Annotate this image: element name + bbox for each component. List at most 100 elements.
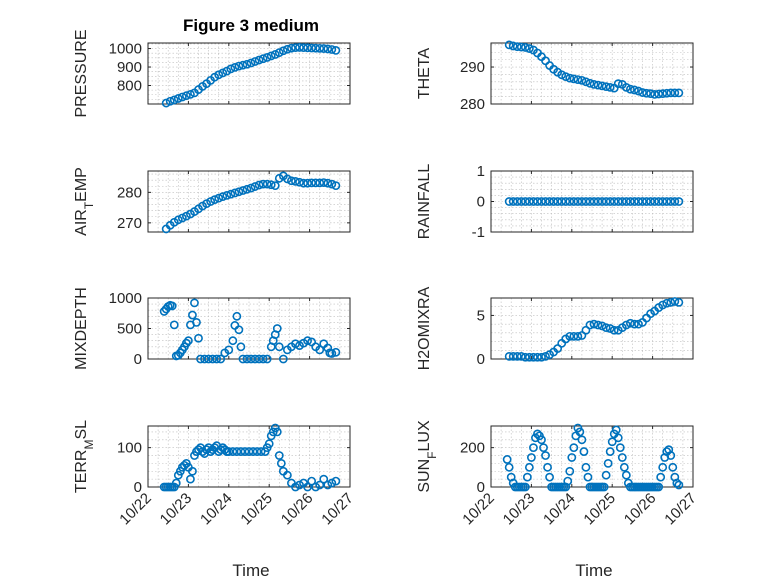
data-point xyxy=(194,333,203,343)
y-tick-label: 1 xyxy=(477,163,485,180)
data-point xyxy=(238,186,248,195)
data-point xyxy=(619,462,629,472)
data-point xyxy=(674,88,684,98)
data-point xyxy=(224,345,234,355)
data-point xyxy=(181,338,191,348)
data-point xyxy=(533,429,542,439)
data-point xyxy=(331,476,341,486)
data-point xyxy=(315,178,325,188)
data-point xyxy=(262,53,272,62)
y-axis-label: TERRMSL xyxy=(73,420,96,493)
data-point xyxy=(303,43,312,53)
data-point xyxy=(634,86,643,96)
data-point xyxy=(291,339,300,349)
data-point xyxy=(331,347,341,357)
data-point xyxy=(597,321,607,331)
y-tick-label: 900 xyxy=(117,59,142,76)
data-point xyxy=(232,447,242,456)
data-point xyxy=(246,183,256,193)
data-point xyxy=(581,462,591,472)
data-point xyxy=(529,197,538,206)
data-point xyxy=(573,75,583,84)
data-point xyxy=(520,197,530,206)
data-point xyxy=(666,297,676,307)
data-point xyxy=(238,354,248,364)
data-point xyxy=(605,324,615,333)
data-point xyxy=(524,462,534,472)
data-point xyxy=(165,96,175,106)
data-point xyxy=(674,480,684,490)
data-point xyxy=(278,354,288,364)
data-point xyxy=(315,480,325,490)
data-point xyxy=(327,45,337,54)
data-point xyxy=(177,92,187,102)
data-point xyxy=(224,447,234,456)
data-point xyxy=(331,45,341,55)
data-point xyxy=(274,48,284,58)
data-point xyxy=(581,77,591,87)
data-point xyxy=(206,197,216,206)
data-point xyxy=(244,447,254,456)
data-point xyxy=(274,342,284,352)
data-point xyxy=(323,178,333,188)
data-point xyxy=(569,197,579,206)
data-point xyxy=(654,89,664,99)
data-point xyxy=(557,70,567,80)
data-point xyxy=(524,197,534,206)
data-point xyxy=(186,89,195,99)
y-tick-label: 280 xyxy=(460,96,485,113)
data-point xyxy=(214,193,224,203)
data-point xyxy=(549,197,559,206)
data-point xyxy=(621,320,631,330)
data-point xyxy=(250,182,260,191)
data-point xyxy=(569,443,579,453)
data-point xyxy=(674,297,684,307)
data-point xyxy=(276,458,286,468)
data-point xyxy=(593,320,603,330)
data-point xyxy=(575,427,585,437)
data-point xyxy=(601,82,611,92)
data-point xyxy=(666,88,676,98)
y-axis-label: PRESSURE xyxy=(73,29,90,117)
data-point xyxy=(323,343,333,353)
data-point xyxy=(240,447,250,456)
data-point xyxy=(520,43,530,52)
data-point xyxy=(299,178,308,188)
data-point xyxy=(607,437,617,447)
data-point xyxy=(258,179,268,189)
axes-box xyxy=(490,42,694,105)
data-point xyxy=(167,301,177,311)
x-axis-label: Time xyxy=(575,561,612,580)
subplot-2: 280 290 THETA xyxy=(416,40,694,113)
data-point xyxy=(668,462,678,472)
data-point xyxy=(516,42,526,52)
data-point xyxy=(190,298,199,308)
data-point xyxy=(504,462,514,472)
data-point xyxy=(541,197,550,206)
data-point xyxy=(242,59,252,69)
data-point xyxy=(545,472,554,482)
data-point xyxy=(319,178,329,187)
data-point xyxy=(270,50,280,59)
data-point xyxy=(173,215,183,225)
data-point xyxy=(262,179,272,189)
data-point xyxy=(228,336,238,346)
data-point xyxy=(236,447,246,456)
data-point xyxy=(520,482,530,492)
data-point xyxy=(173,94,183,103)
data-point xyxy=(319,44,329,53)
data-point xyxy=(585,78,595,88)
data-point xyxy=(630,85,639,95)
data-point xyxy=(508,41,518,51)
data-point xyxy=(183,336,193,346)
data-point xyxy=(541,451,550,460)
data-point xyxy=(508,351,518,361)
y-tick-label: 200 xyxy=(460,440,485,457)
data-point xyxy=(327,179,337,189)
subplot-4: -1 0 1 RAINFALL xyxy=(416,163,694,241)
subplot-5: 0 500 1000 MIXDEPTH xyxy=(73,287,351,370)
data-point xyxy=(222,190,232,200)
data-point xyxy=(173,350,183,360)
data-point xyxy=(557,197,567,206)
